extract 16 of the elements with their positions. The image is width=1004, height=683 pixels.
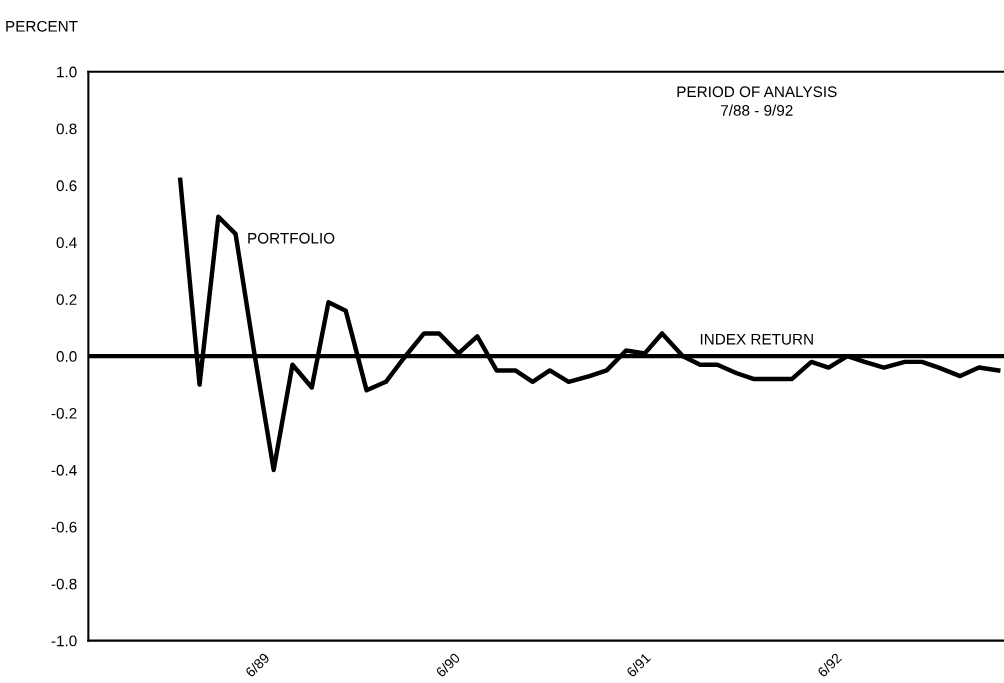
y-tick-label: 0.2 bbox=[56, 294, 77, 305]
x-tick-label: 6/91 bbox=[625, 652, 652, 678]
annotation: PERIOD OF ANALYSIS 7/88 - 9/92 bbox=[677, 86, 837, 116]
y-tick-label: -0.8 bbox=[51, 578, 77, 590]
y-tick-label: -0.2 bbox=[51, 407, 77, 419]
ref-line-label: INDEX RETURN bbox=[700, 333, 813, 345]
y-tick-label: 0.0 bbox=[56, 351, 77, 362]
y-tick-label: -1.0 bbox=[51, 635, 77, 647]
y-tick-label: 0.4 bbox=[56, 237, 77, 249]
y-axis-title: PERCENT bbox=[6, 20, 78, 32]
y-tick-label: -0.4 bbox=[51, 464, 77, 476]
y-tick-label: -0.6 bbox=[51, 521, 77, 533]
y-tick-label: 0.6 bbox=[56, 180, 77, 192]
y-tick-label: 1.0 bbox=[57, 66, 77, 78]
y-tick-label: 0.8 bbox=[56, 123, 77, 135]
series-label: PORTFOLIO bbox=[248, 232, 335, 244]
